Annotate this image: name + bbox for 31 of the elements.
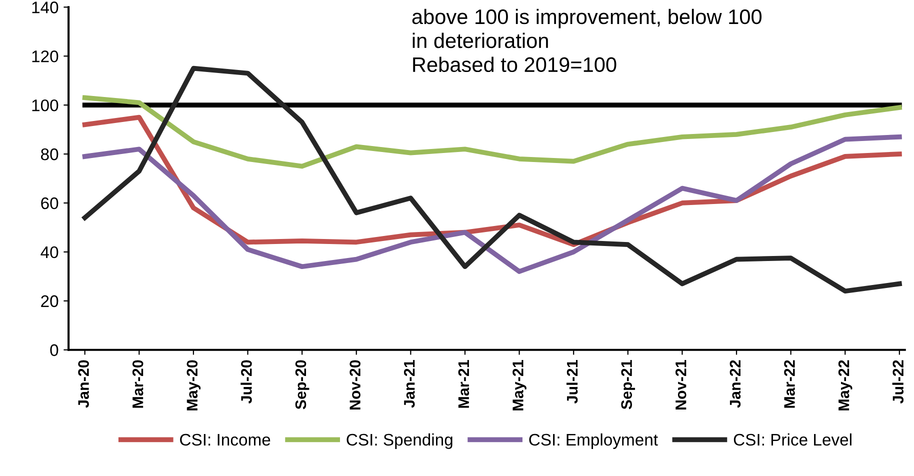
y-tick-label: 0 xyxy=(50,344,58,356)
x-tick-label: Mar-20 xyxy=(132,360,144,408)
line-series xyxy=(82,134,902,274)
legend-label: CSI: Income xyxy=(180,434,270,446)
y-tick-label: 40 xyxy=(40,246,58,258)
x-tick-label: Sep-21 xyxy=(621,360,636,410)
legend-label: CSI: Employment xyxy=(529,433,658,449)
x-tick-label: May-21 xyxy=(512,360,526,410)
x-tick-label: Sep-20 xyxy=(295,360,310,410)
legend-label: CSI: Spending xyxy=(346,433,452,449)
y-tick-label: 100 xyxy=(32,99,58,112)
x-tick-label: Jan-21 xyxy=(404,360,415,408)
x-tick-label: Jul-22 xyxy=(892,360,904,404)
legend-label: CSI: Price Level xyxy=(734,433,852,446)
y-tick-label: 80 xyxy=(41,148,58,160)
x-tick-label: Nov-20 xyxy=(350,360,360,410)
x-tick-label: Mar-21 xyxy=(458,360,470,408)
x-tick-label: Jan-20 xyxy=(78,360,89,408)
x-tick-label: Jul-21 xyxy=(566,360,578,404)
x-tick-label: Nov-21 xyxy=(675,360,686,410)
x-tick-label: May-20 xyxy=(186,360,201,410)
x-tick-label: Jan-22 xyxy=(730,360,741,408)
annotation: above 100 is improvement, below 100 in deterioration Rebased to 2019=100 xyxy=(412,8,762,72)
x-tick-label: Mar-22 xyxy=(784,360,795,408)
y-tick-label: 20 xyxy=(41,295,58,308)
x-tick-label: Jul-20 xyxy=(240,360,252,404)
y-tick-label: 140 xyxy=(32,2,58,14)
line-series xyxy=(82,95,902,169)
x-tick-label: May-22 xyxy=(838,360,852,410)
y-tick-label: 60 xyxy=(41,197,58,210)
y-tick-label: 120 xyxy=(32,50,58,62)
